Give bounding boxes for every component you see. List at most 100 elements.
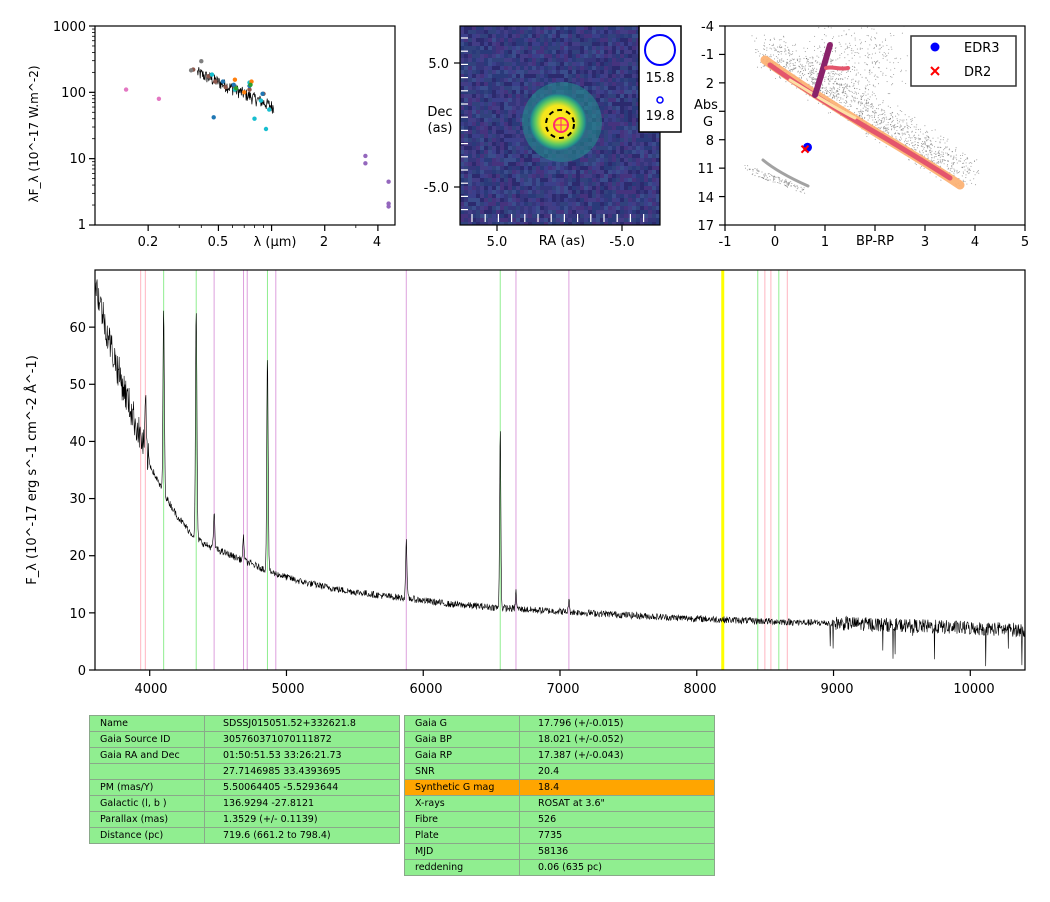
sed-ylabel: λF_λ (10^-17 W.m^-2) [27, 65, 41, 202]
legend-circle-faint [656, 96, 664, 104]
hr-ylabel-g: G [703, 115, 713, 130]
photometry-key: SNR [404, 763, 520, 780]
hr-legend-dr2-marker [930, 66, 940, 76]
photometry-key: Gaia G [404, 715, 520, 732]
photometry-value: 17.387 (+/-0.043) [519, 747, 715, 764]
sed-point [233, 86, 239, 91]
spectrum-ytick-50: 50 [69, 378, 86, 393]
sed-point [199, 59, 204, 64]
target-info-key: Parallax (mas) [89, 811, 205, 828]
sed-xtick-4: 4 [373, 235, 381, 250]
sed-panel: 1 10 100 1000 0.2 0.5 λ (μm) 2 4 λF_λ (1… [27, 20, 396, 250]
hr-xtick--1: -1 [719, 235, 732, 250]
sed-point [386, 179, 391, 184]
legend-mag-faint: 19.8 [646, 109, 675, 124]
sed-point [188, 68, 194, 73]
hr-legend-dr2-label: DR2 [964, 65, 991, 80]
magnitude-legend: 15.8 19.8 [638, 25, 682, 133]
hr-legend: EDR3 DR2 [910, 35, 1017, 87]
hr-xlabel: BP-RP [856, 234, 894, 249]
sed-point [258, 98, 264, 103]
hr-main-sequence-peak [788, 78, 857, 120]
target-info-value: 305760371070111872 [204, 731, 400, 748]
image-ylabel-as: (as) [428, 121, 453, 136]
sed-point [231, 82, 236, 88]
photometry-row: X-rays ROSAT at 3.6" [404, 795, 715, 812]
spectrum-ytick-60: 60 [69, 321, 86, 336]
photometry-value: 18.4 [519, 779, 715, 796]
spectrum-frame [94, 269, 1026, 671]
sed-point [247, 87, 252, 92]
target-info-row: PM (mas/Y) 5.50064405 -5.5293644 [89, 779, 400, 796]
photometry-row: Fibre 526 [404, 811, 715, 828]
hr-ytick--1: -1 [701, 48, 714, 63]
sed-point [213, 79, 218, 84]
target-info-row: 27.7146985 33.4393695 [89, 763, 400, 780]
image-ticks [454, 37, 645, 231]
photometry-value: 20.4 [519, 763, 715, 780]
spectrum-trace [95, 279, 1025, 667]
target-info-row: Gaia Source ID 305760371070111872 [89, 731, 400, 748]
sed-point [209, 72, 215, 77]
hr-ticks [719, 25, 1026, 231]
sed-point [363, 161, 368, 166]
photometry-row: Gaia BP 18.021 (+/-0.052) [404, 731, 715, 748]
hr-legend-edr3-marker [930, 42, 940, 52]
aperture-dashed [545, 109, 575, 139]
photometry-key: reddening [404, 859, 520, 876]
spectral-line-markers [140, 270, 788, 670]
spectrum-xtick-8000: 8000 [683, 682, 716, 697]
photometry-row: Synthetic G mag 18.4 [404, 779, 715, 796]
target-info-row: Parallax (mas) 1.3529 (+/- 0.1139) [89, 811, 400, 828]
spectrum-xtick-9000: 9000 [820, 682, 853, 697]
hr-ytick-14: 14 [697, 191, 714, 206]
legend-circle-bright [644, 34, 676, 66]
sed-points [123, 59, 391, 209]
image-ytick-5: 5.0 [428, 57, 449, 72]
sed-point [263, 126, 269, 132]
sed-xlabel: λ (μm) [254, 235, 297, 250]
target-info-key: Gaia Source ID [89, 731, 205, 748]
sed-point [156, 96, 162, 102]
photometry-value: 0.06 (635 pc) [519, 859, 715, 876]
target-info-value: 719.6 (661.2 to 798.4) [204, 827, 400, 844]
spectrum-xtick-10000: 10000 [953, 682, 994, 697]
sed-xtick-2: 2 [320, 235, 328, 250]
photometry-key: Plate [404, 827, 520, 844]
target-info-value: 1.3529 (+/- 0.1139) [204, 811, 400, 828]
photometry-row: Gaia RP 17.387 (+/-0.043) [404, 747, 715, 764]
sed-ytick-10: 10 [69, 152, 86, 167]
sed-xtick-0.5: 0.5 [208, 235, 229, 250]
image-panel: 5.0 -5.0 Dec (as) 5.0 RA (as) -5.0 15.8 … [424, 25, 682, 250]
spectrum-xtick-5000: 5000 [271, 682, 304, 697]
spectrum-ylabel: F_λ (10^-17 erg s^-1 cm^-2 Å^-1) [24, 355, 40, 585]
image-ytick--5: -5.0 [424, 181, 449, 196]
target-info-value: SDSSJ015051.52+332621.8 [204, 715, 400, 732]
target-info-row: Galactic (l, b ) 136.9294 -27.8121 [89, 795, 400, 812]
source-blob [528, 92, 588, 152]
sed-point [206, 74, 211, 79]
spectrum-ytick-30: 30 [69, 492, 86, 507]
spectrum-ytick-10: 10 [69, 607, 86, 622]
hr-giant-branch [812, 42, 833, 98]
hr-red-clump [824, 65, 850, 71]
spectrum-xtick-6000: 6000 [409, 682, 442, 697]
sed-point [252, 116, 257, 121]
photometry-key: Synthetic G mag [404, 779, 520, 796]
hr-white-dwarf-sequence [761, 158, 810, 188]
sed-point [267, 107, 272, 112]
sed-point [386, 204, 391, 209]
photometry-value: ROSAT at 3.6" [519, 795, 715, 812]
hr-dr2-marker [800, 144, 810, 154]
hr-ylabel-abs: Abs [694, 98, 718, 113]
hr-legend-box [910, 35, 1017, 87]
image-xlabel: RA (as) [539, 234, 585, 249]
target-info-table: Name SDSSJ015051.52+332621.8 Gaia Source I… [89, 715, 400, 844]
sed-ytick-1000: 1000 [53, 20, 86, 35]
target-info-row: Gaia RA and Dec 01:50:51.53 33:26:21.73 [89, 747, 400, 764]
target-info-value: 27.7146985 33.4393695 [204, 763, 400, 780]
photometry-row: SNR 20.4 [404, 763, 715, 780]
photometry-row: reddening 0.06 (635 pc) [404, 859, 715, 876]
sed-point [242, 90, 247, 95]
hr-xtick-5: 5 [1021, 235, 1029, 250]
